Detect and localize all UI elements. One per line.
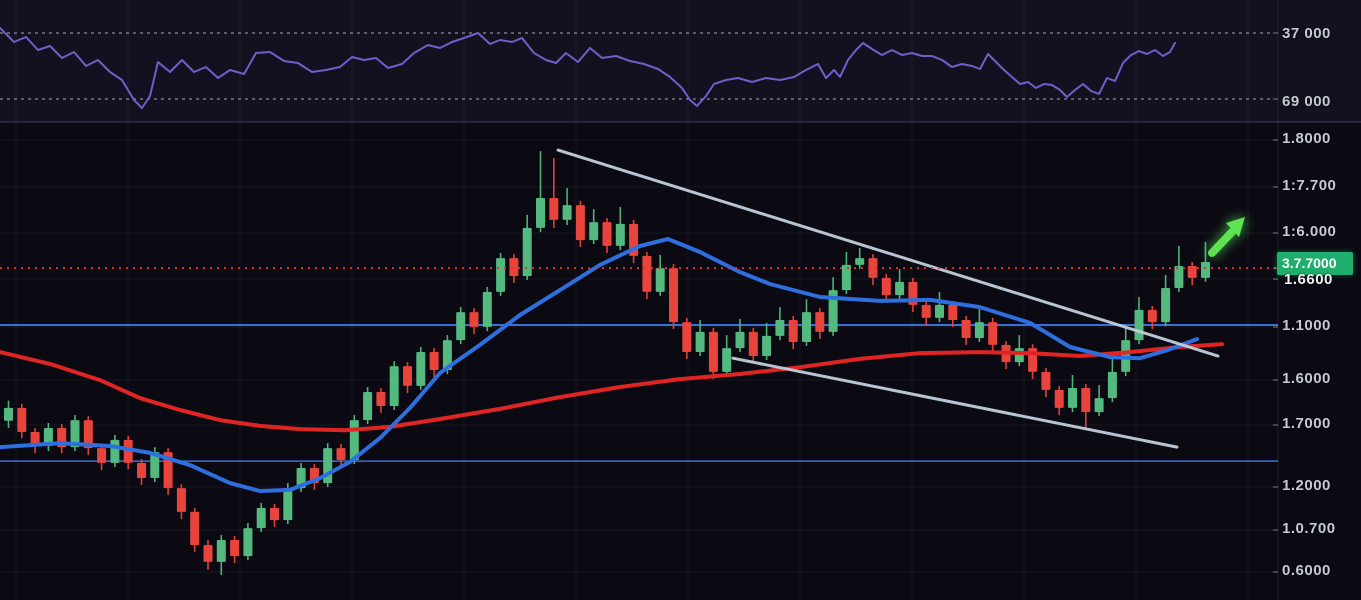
price-axis[interactable]: 37 000 69 000 1.8000 1:7.700 1:6.000 1.1…: [1275, 0, 1361, 600]
current-price-secondary-label: 1.6600: [1284, 271, 1333, 288]
oscillator-axis-label: 69 000: [1282, 93, 1331, 110]
oscillator-panel-bg: [0, 0, 1361, 122]
price-axis-label: 1.0.700: [1282, 520, 1336, 537]
current-price-badge: 3.7.7000: [1277, 252, 1353, 275]
oscillator-line: [0, 27, 1176, 109]
axis-tick-marks: [1273, 32, 1278, 573]
trendline-1[interactable]: [556, 148, 1220, 358]
grid-lines: [0, 0, 1278, 600]
price-axis-label: 1.6000: [1282, 370, 1331, 387]
price-axis-label: 1:6.000: [1282, 223, 1337, 240]
price-axis-label: 1:7.700: [1282, 177, 1337, 194]
trendline-2[interactable]: [731, 356, 1179, 449]
blue-ma-line: [0, 237, 1199, 493]
price-axis-label: 1.8000: [1282, 130, 1331, 147]
main-panel-bg: [0, 122, 1361, 600]
price-axis-label: 1.1000: [1282, 317, 1331, 334]
red-ma-line: [0, 342, 1224, 433]
price-axis-label: 1.7000: [1282, 415, 1331, 432]
price-axis-label: 0.6000: [1282, 562, 1331, 579]
up-arrow-icon[interactable]: [1208, 217, 1245, 257]
price-axis-label: 1.2000: [1282, 477, 1331, 494]
oscillator-axis-label: 37 000: [1282, 25, 1331, 42]
